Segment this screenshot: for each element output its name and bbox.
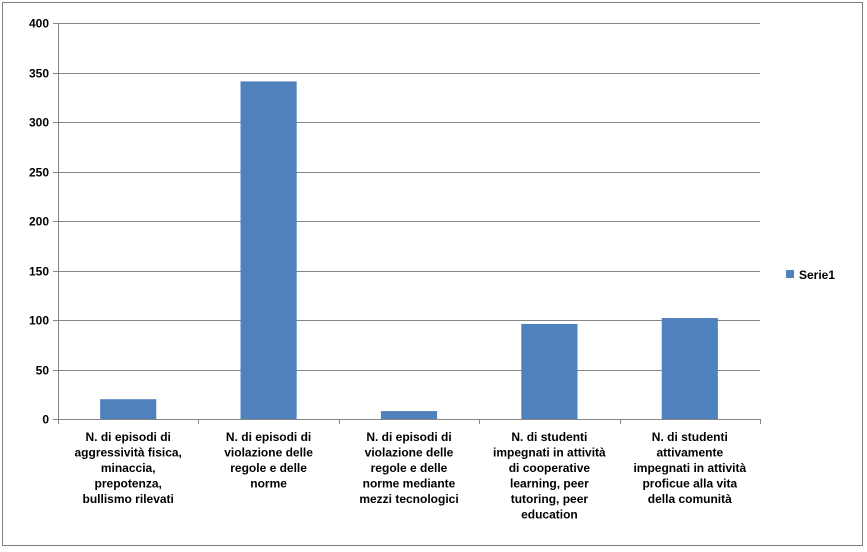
category-labels: N. di episodi di aggressività fisica, mina…	[75, 430, 747, 522]
x-tick-label: N. di studenti impegnati in attività di co…	[493, 430, 606, 522]
axes: 0 50 100 150 200 250 300 350 400	[29, 17, 761, 427]
bar	[240, 81, 297, 419]
x-tick-label: N. di episodi di violazione delle regole e…	[359, 430, 458, 506]
legend-label: Serie1	[799, 268, 835, 282]
bar	[100, 399, 157, 419]
y-tick-label: 100	[29, 314, 49, 328]
x-tick-label: N. di episodi di violazione delle regole e…	[224, 430, 313, 491]
y-tick-label: 150	[29, 265, 49, 279]
bar-chart: 0 50 100 150 200 250 300 350 400 N. di episodi d…	[29, 17, 835, 522]
chart-frame: 0 50 100 150 200 250 300 350 400 N. di episodi d…	[2, 2, 863, 546]
y-tick-label: 250	[29, 166, 49, 180]
bars	[100, 81, 718, 419]
x-tick-label: N. di episodi di aggressività fisica, mina…	[75, 430, 182, 506]
y-tick-label: 0	[42, 413, 49, 427]
bar	[521, 323, 578, 419]
gridlines	[58, 23, 760, 371]
legend-swatch	[786, 270, 794, 278]
y-tick-label: 300	[29, 116, 49, 130]
y-tick-label: 200	[29, 215, 49, 229]
bar	[661, 318, 718, 419]
legend: Serie1	[786, 268, 835, 282]
x-tick-label: N. di studenti attivamente impegnati in at…	[633, 430, 746, 506]
y-tick-label: 350	[29, 67, 49, 81]
y-tick-label: 400	[29, 17, 49, 31]
y-tick-label: 50	[36, 364, 50, 378]
bar	[380, 411, 438, 419]
